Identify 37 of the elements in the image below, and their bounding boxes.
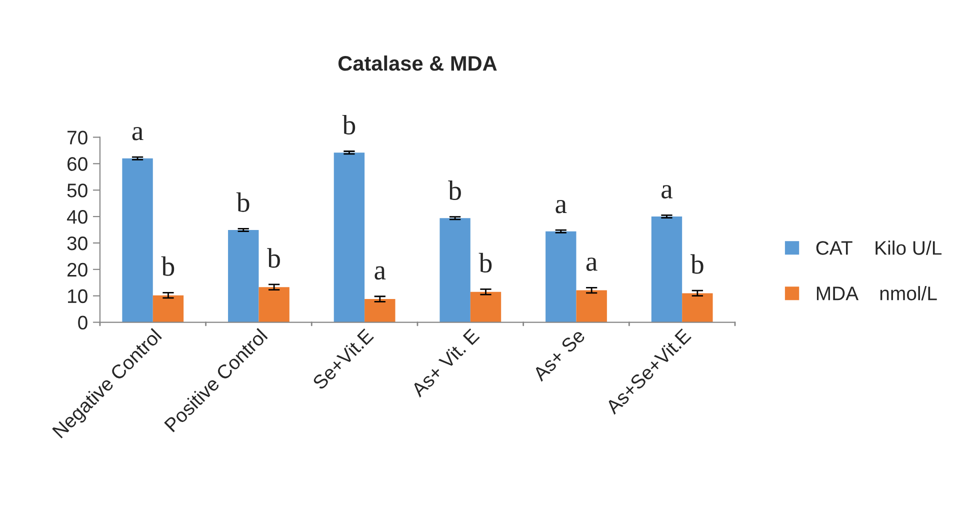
legend-label: MDA nmol/L bbox=[816, 286, 937, 300]
y-tick-label: 10 bbox=[68, 289, 88, 304]
bar bbox=[440, 218, 470, 322]
y-tick-label: 70 bbox=[68, 130, 88, 144]
bar bbox=[228, 230, 259, 322]
chart-title: Catalase & MDA bbox=[338, 55, 497, 71]
annotation: a bbox=[556, 200, 567, 214]
annotation: b bbox=[161, 256, 174, 276]
bar bbox=[651, 216, 682, 322]
bar bbox=[152, 295, 184, 322]
legend-label: CAT Kilo U/L bbox=[816, 240, 942, 255]
bar bbox=[470, 292, 502, 322]
annotation: b bbox=[267, 248, 280, 268]
bar bbox=[258, 287, 290, 322]
annotation: a bbox=[132, 127, 144, 140]
annotation: b bbox=[690, 254, 704, 274]
bar bbox=[122, 158, 153, 322]
annotation: a bbox=[374, 266, 386, 280]
annotation: a bbox=[662, 185, 673, 198]
annotation: b bbox=[236, 192, 250, 212]
y-tick-label: 20 bbox=[68, 262, 88, 277]
y-tick-label: 0 bbox=[78, 316, 88, 330]
x-tick-label: As+ Vit. E bbox=[410, 328, 480, 398]
y-tick-label: 30 bbox=[67, 236, 88, 250]
bar bbox=[334, 152, 365, 322]
bar bbox=[546, 231, 576, 322]
bar bbox=[364, 299, 396, 322]
text: b bbox=[342, 114, 356, 134]
bar bbox=[576, 290, 607, 322]
x-tick-label: As+ Se bbox=[532, 328, 586, 382]
annotation: b bbox=[448, 180, 461, 200]
y-tick-label: 40 bbox=[66, 210, 88, 224]
bar bbox=[682, 293, 713, 322]
annotation: a bbox=[586, 258, 598, 271]
annotation: b bbox=[478, 252, 492, 272]
y-tick-label: 50 bbox=[67, 184, 88, 198]
y-tick-label: 60 bbox=[68, 157, 88, 171]
